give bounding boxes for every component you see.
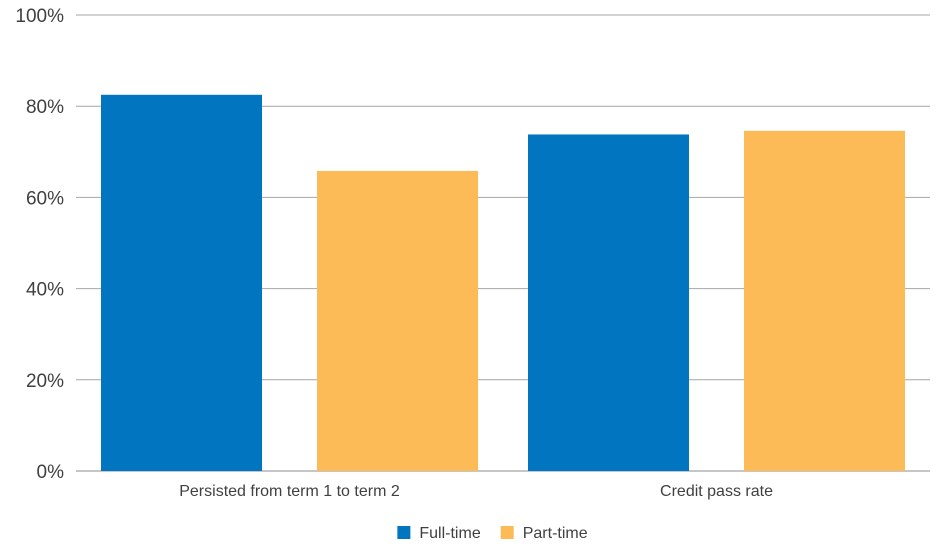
bar-part-time-2 xyxy=(744,130,905,471)
legend-label: Part-time xyxy=(523,525,588,542)
bars xyxy=(101,94,905,472)
x-category-label: Persisted from term 1 to term 2 xyxy=(179,483,400,500)
legend-swatch xyxy=(500,526,514,539)
legend-label: Full-time xyxy=(419,525,480,542)
legend-item-full-time: Full-time xyxy=(397,525,481,542)
x-category-label: Credit pass rate xyxy=(660,483,773,500)
y-tick-label: 40% xyxy=(26,280,64,301)
x-axis-category-labels: Persisted from term 1 to term 2 Credit pa… xyxy=(179,483,773,500)
y-tick-label: 0% xyxy=(37,462,65,483)
legend-swatch xyxy=(397,526,411,539)
y-tick-label: 80% xyxy=(26,97,64,118)
legend-item-part-time: Part-time xyxy=(500,525,588,542)
y-tick-label: 20% xyxy=(26,371,64,392)
bar-part-time-1 xyxy=(317,170,478,471)
bar-full-time-2 xyxy=(528,134,689,472)
legend: Full-time Part-time xyxy=(397,525,588,542)
y-tick-label: 60% xyxy=(26,188,64,209)
y-tick-label: 100% xyxy=(15,6,64,27)
bar-full-time-1 xyxy=(101,94,262,472)
y-axis-tick-labels: 0% 20% 40% 60% 80% 100% xyxy=(15,6,64,483)
